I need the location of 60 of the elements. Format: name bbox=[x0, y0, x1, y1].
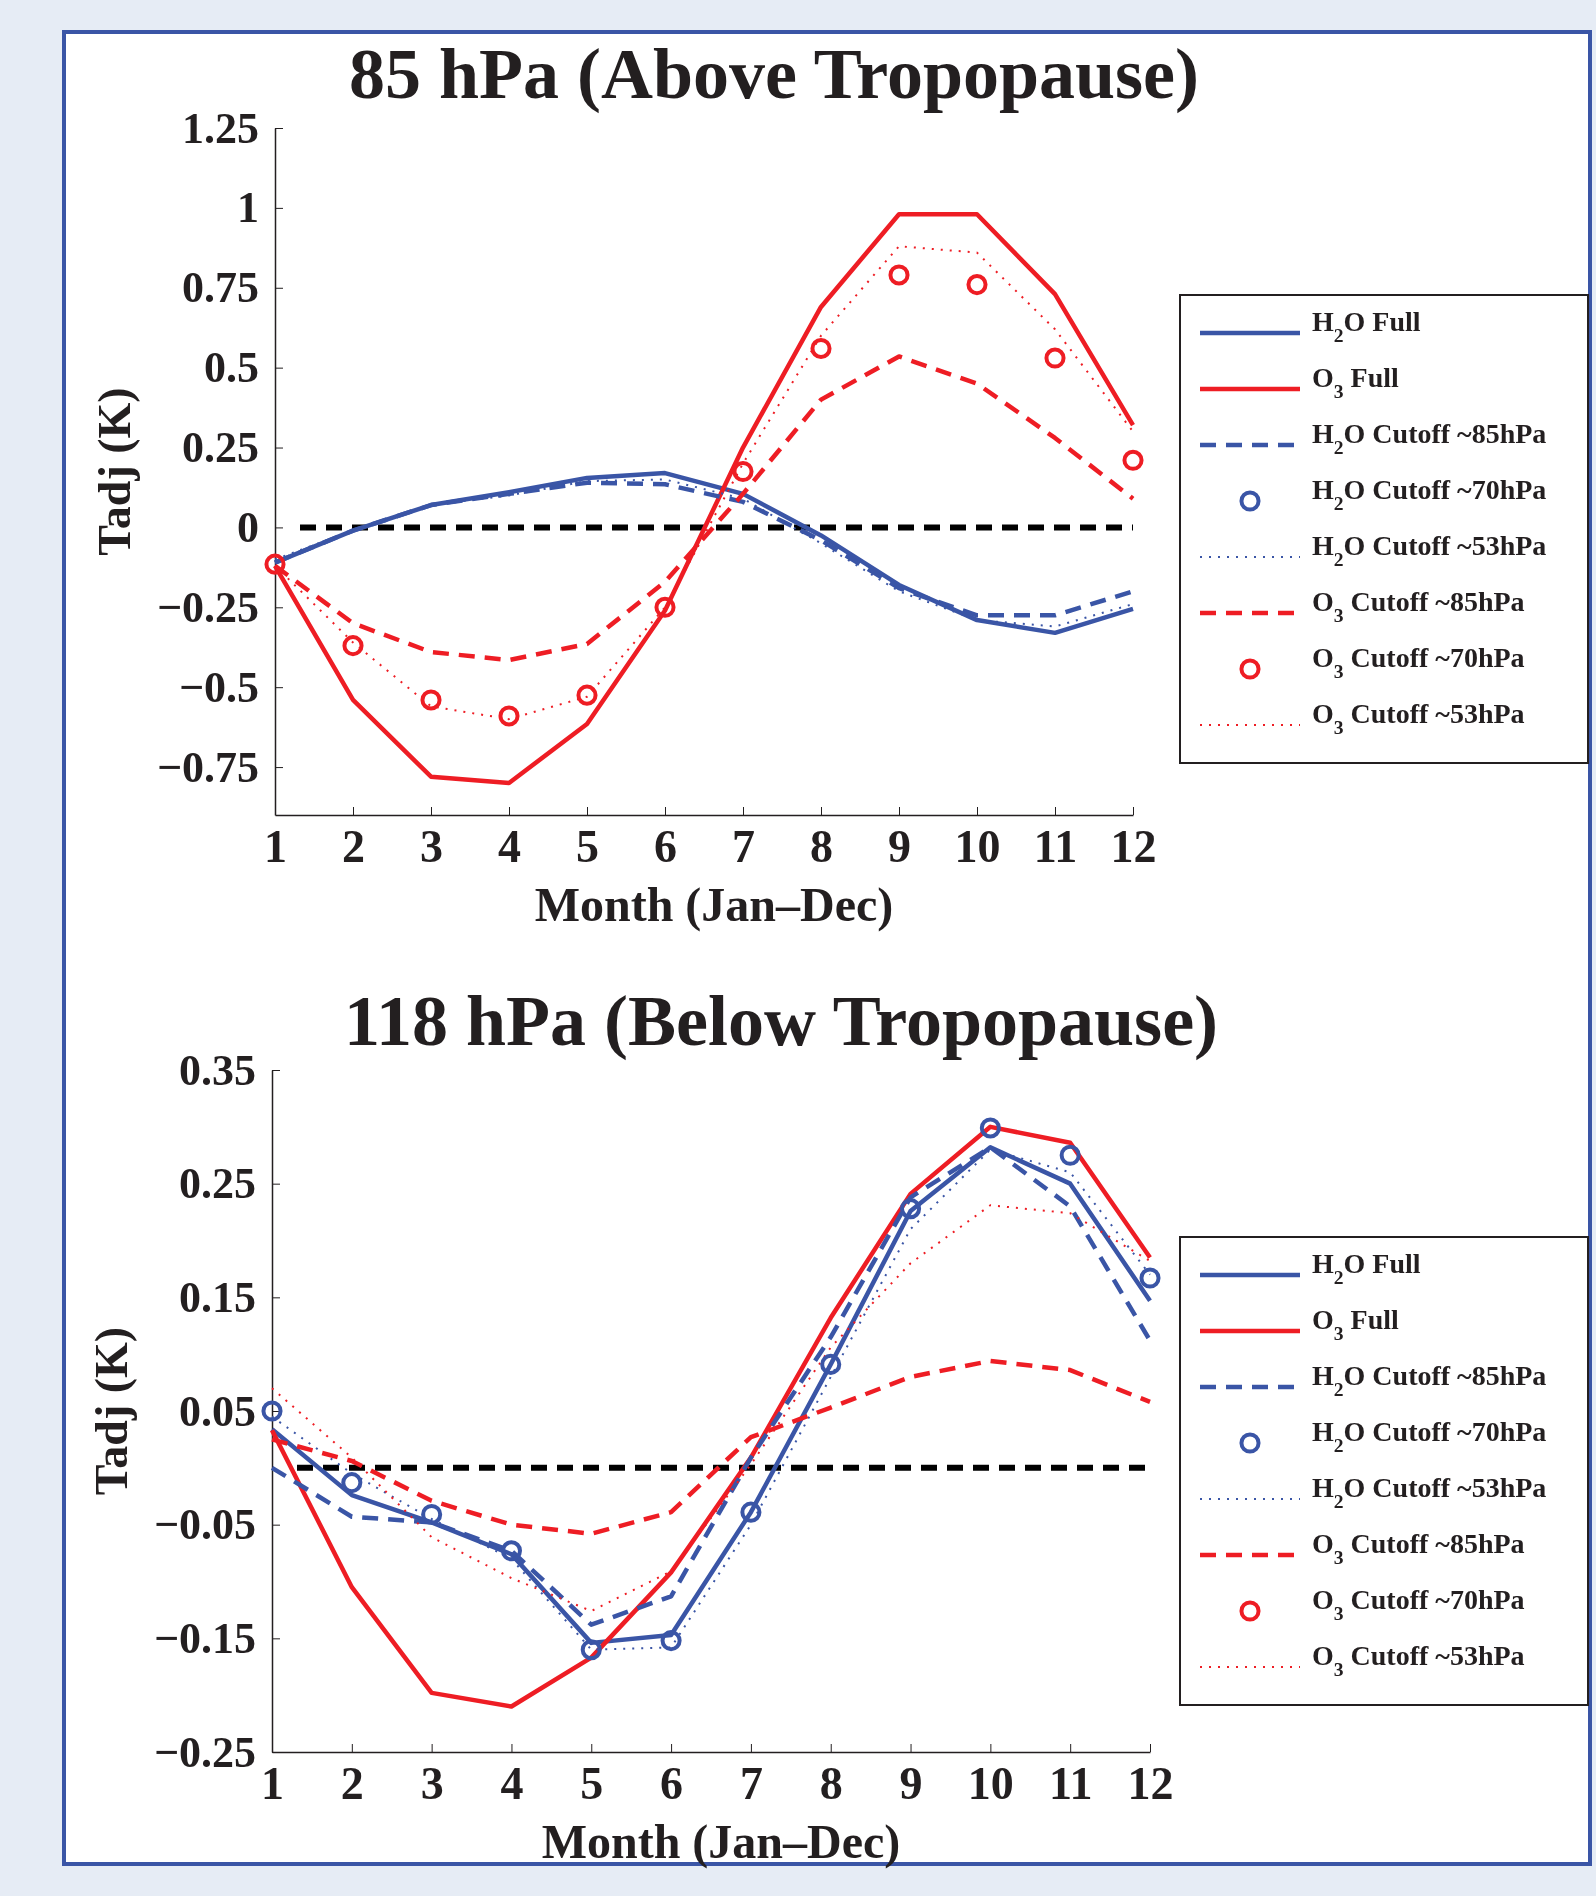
y-tick-label: 1 bbox=[237, 183, 259, 233]
x-tick-label: 6 bbox=[654, 820, 677, 872]
x-tick-label: 9 bbox=[888, 820, 911, 872]
legend-label: O$_{3}$ Cutoff ~53hPa bbox=[1312, 698, 1525, 738]
chart-title: 118 hPa (Below Tropopause) bbox=[343, 981, 1219, 1061]
x-axis-title: Month (Jan–Dec) bbox=[541, 1815, 901, 1869]
x-tick-label: 10 bbox=[967, 1757, 1014, 1809]
x-tick-label: 2 bbox=[340, 1757, 364, 1809]
y-tick-label: 0 bbox=[237, 503, 259, 552]
x-tick-label: 4 bbox=[500, 1757, 524, 1809]
x-tick-label: 2 bbox=[342, 820, 365, 872]
x-tick-label: 3 bbox=[420, 820, 443, 872]
legend-label: H$_{2}$O Cutoff ~70hPa bbox=[1312, 474, 1547, 514]
x-tick-label: 5 bbox=[580, 1757, 604, 1809]
legend-label: O$_{3}$ Full bbox=[1312, 1304, 1400, 1344]
x-axis-title: Month (Jan–Dec) bbox=[534, 878, 894, 932]
y-tick-label: −0.75 bbox=[156, 742, 259, 792]
legend-label: O$_{3}$ Cutoff ~70hPa bbox=[1312, 1584, 1525, 1624]
y-axis-title: Tadj (K) bbox=[86, 1326, 137, 1496]
chart-title: 85 hPa (Above Tropopause) bbox=[348, 34, 1200, 114]
y-tick-label: 0.05 bbox=[179, 1386, 256, 1436]
legend-label: O$_{3}$ Cutoff ~85hPa bbox=[1312, 1528, 1525, 1568]
legend-label: H$_{2}$O Cutoff ~53hPa bbox=[1312, 530, 1547, 570]
x-tick-label: 9 bbox=[899, 1757, 923, 1809]
x-tick-label: 5 bbox=[576, 820, 599, 872]
y-axis-title: Tadj (K) bbox=[89, 387, 140, 556]
y-tick-label: −0.05 bbox=[153, 1500, 256, 1550]
x-tick-label: 12 bbox=[1127, 1757, 1174, 1809]
y-tick-label: 0.75 bbox=[182, 263, 259, 313]
x-tick-label: 8 bbox=[819, 1757, 843, 1809]
x-tick-label: 3 bbox=[420, 1757, 444, 1809]
x-tick-label: 11 bbox=[1033, 820, 1078, 872]
y-tick-label: 0.25 bbox=[182, 423, 259, 473]
legend-label: H$_{2}$O Cutoff ~70hPa bbox=[1312, 1416, 1547, 1456]
y-tick-label: 0.5 bbox=[204, 343, 259, 393]
legend-label: H$_{2}$O Cutoff ~53hPa bbox=[1312, 1472, 1547, 1512]
y-tick-label: 1.25 bbox=[182, 103, 259, 153]
y-tick-label: 0.35 bbox=[179, 1045, 256, 1095]
legend-label: H$_{2}$O Full bbox=[1312, 1248, 1421, 1288]
x-tick-label: 11 bbox=[1048, 1757, 1093, 1809]
x-tick-label: 12 bbox=[1110, 820, 1157, 872]
x-tick-label: 7 bbox=[732, 820, 755, 872]
y-tick-label: −0.5 bbox=[178, 662, 259, 712]
legend-label: O$_{3}$ Cutoff ~85hPa bbox=[1312, 586, 1525, 626]
legend-label: O$_{3}$ Full bbox=[1312, 362, 1400, 402]
y-tick-label: 0.25 bbox=[179, 1159, 256, 1209]
x-tick-label: 8 bbox=[810, 820, 833, 872]
legend-label: H$_{2}$O Cutoff ~85hPa bbox=[1312, 418, 1547, 458]
x-tick-label: 10 bbox=[954, 820, 1001, 872]
x-tick-label: 6 bbox=[660, 1757, 684, 1809]
x-tick-label: 7 bbox=[739, 1757, 763, 1809]
legend-label: H$_{2}$O Cutoff ~85hPa bbox=[1312, 1360, 1547, 1400]
y-tick-label: −0.25 bbox=[156, 582, 259, 632]
y-tick-label: 0.15 bbox=[179, 1272, 256, 1322]
legend-label: O$_{3}$ Cutoff ~53hPa bbox=[1312, 1640, 1525, 1680]
legend-label: H$_{2}$O Full bbox=[1312, 306, 1421, 346]
y-tick-label: −0.25 bbox=[153, 1727, 256, 1777]
y-tick-label: −0.15 bbox=[153, 1613, 256, 1663]
legend-label: O$_{3}$ Cutoff ~70hPa bbox=[1312, 642, 1525, 682]
x-tick-label: 4 bbox=[498, 820, 521, 872]
